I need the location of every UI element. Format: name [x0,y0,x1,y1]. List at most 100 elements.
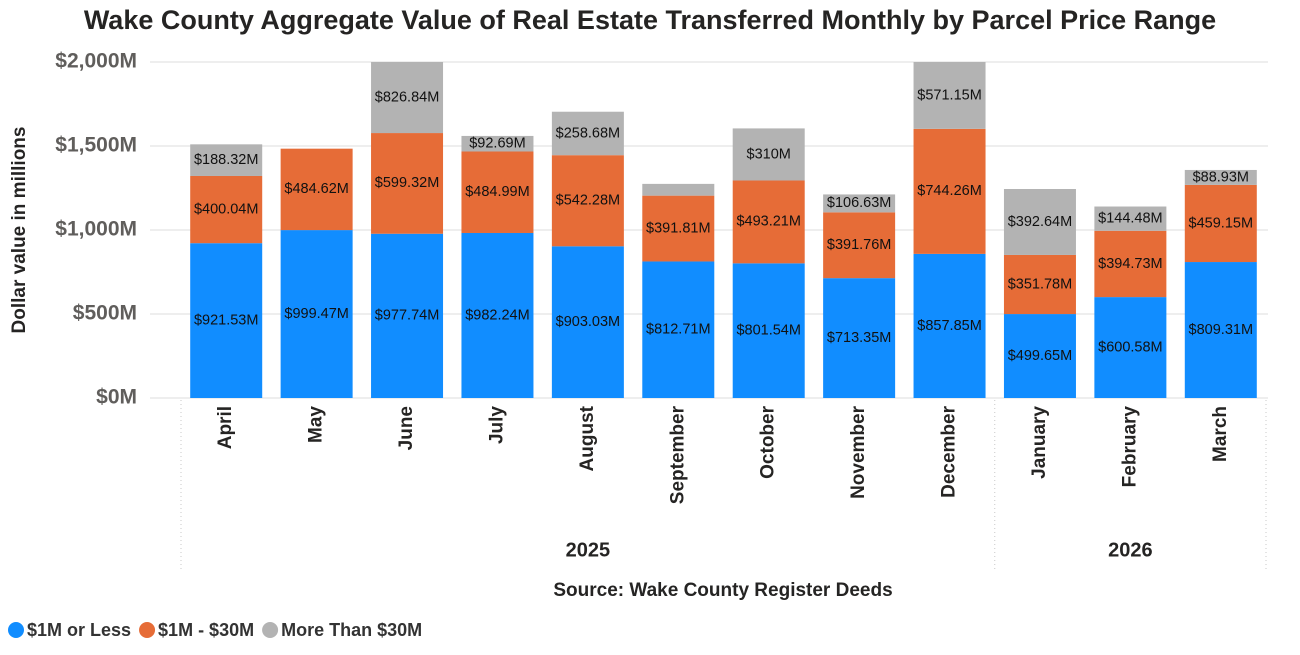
bar-segment [1003,314,1076,398]
bar-segment [1094,230,1167,298]
data-label: $88.93M [1193,169,1249,185]
source-label: Source: Wake County Register Deeds [553,580,892,601]
data-label: $493.21M [736,214,801,230]
data-label: $600.58M [1098,339,1163,355]
bar-segment [1094,297,1167,398]
bar-segment [551,111,624,156]
bar-segment [1184,262,1257,398]
bar-segment [1003,254,1076,315]
bar-segment [371,62,444,134]
data-label: $391.81M [646,220,711,236]
bar-segment [913,128,986,254]
data-label: $484.99M [465,184,530,200]
bar-segment [551,246,624,398]
bar-segment [1184,169,1257,185]
data-label: $801.54M [736,322,801,338]
data-label: $542.28M [556,193,621,209]
bar-segment [371,133,444,234]
bar-segment [913,253,986,398]
x-tick-label: August [577,405,598,471]
data-label: $92.69M [469,136,525,152]
bar-segment [190,175,263,244]
bar-segment [823,278,896,398]
bar-segment [551,155,624,247]
data-label: $106.63M [827,195,892,211]
bar-segment [642,195,715,262]
bar-segment [280,230,353,398]
y-tick-label: $1,000M [55,218,137,241]
data-label: $484.62M [284,181,349,197]
x-tick-label: September [667,405,688,504]
bar-segment [461,151,534,233]
data-label: $812.71M [646,322,711,338]
group-label: 2026 [1108,539,1153,561]
y-tick-label: $0M [96,386,137,409]
bar-segment [913,62,986,129]
bar-segment [823,212,896,279]
y-tick-label: $500M [73,302,137,325]
y-axis-label: Dollar value in millions [9,127,30,334]
legend-marker [139,622,156,638]
data-label: $809.31M [1189,322,1254,338]
x-tick-label: June [396,406,417,450]
x-tick-label: October [758,405,779,478]
legend-marker [262,622,279,638]
bar-segment [1184,184,1257,263]
data-label: $999.47M [284,306,349,322]
legend-label: $1M - $30M [158,620,254,640]
bar-segment [190,243,263,398]
data-label: $857.85M [917,318,982,334]
bar-segment [371,233,444,398]
bar-segment [823,194,896,213]
legend-label: $1M or Less [27,620,131,640]
data-label: $982.24M [465,307,530,323]
data-labels: $921.53M $999.47M $977.74M $982.24M $903.03M… [194,87,1253,364]
x-tick-label: January [1029,406,1050,479]
data-label: $499.65M [1008,348,1073,364]
data-label: $713.35M [827,330,892,346]
bar-segment [190,144,263,176]
data-label: $977.74M [375,308,440,324]
data-label: $400.04M [194,201,259,217]
data-label: $599.32M [375,175,440,191]
x-tick-label: December [939,405,960,497]
data-label: $391.76M [827,237,892,253]
data-label: $571.15M [917,87,982,103]
bar-segment [280,148,353,231]
x-tick-label: March [1210,406,1231,462]
x-tick-label: November [848,405,869,499]
x-tick-label: July [486,406,507,444]
bar-segment [1003,188,1076,255]
bar-segment [642,261,715,398]
data-label: $921.53M [194,312,259,328]
data-label: $351.78M [1008,276,1073,292]
data-label: $394.73M [1098,256,1163,272]
x-tick-label: February [1119,406,1140,488]
chart-title: Wake County Aggregate Value of Real Esta… [84,5,1216,35]
bar-segment [732,128,805,181]
y-tick-label: $1,500M [55,134,137,157]
data-label: $826.84M [375,89,440,105]
y-tick-label: $2,000M [55,50,137,73]
bar-segment [732,263,805,398]
legend-marker [8,622,24,638]
x-tick-label: May [306,406,327,443]
bar-segment [642,183,715,196]
data-label: $744.26M [917,183,982,199]
group-label: 2025 [566,539,611,561]
data-label: $392.64M [1008,214,1073,230]
data-label: $188.32M [194,152,259,168]
data-label: $258.68M [556,125,621,141]
legend-label: More Than $30M [281,620,422,640]
bar-segment [732,180,805,264]
x-tick-label: April [215,406,236,449]
plot-area [190,62,1257,398]
bar-segment [461,232,534,398]
data-label: $144.48M [1098,210,1163,226]
data-label: $310M [747,146,791,162]
bar-segment [1094,206,1167,231]
data-label: $459.15M [1189,215,1254,231]
bar-segment [461,135,534,152]
data-label: $903.03M [556,314,621,330]
